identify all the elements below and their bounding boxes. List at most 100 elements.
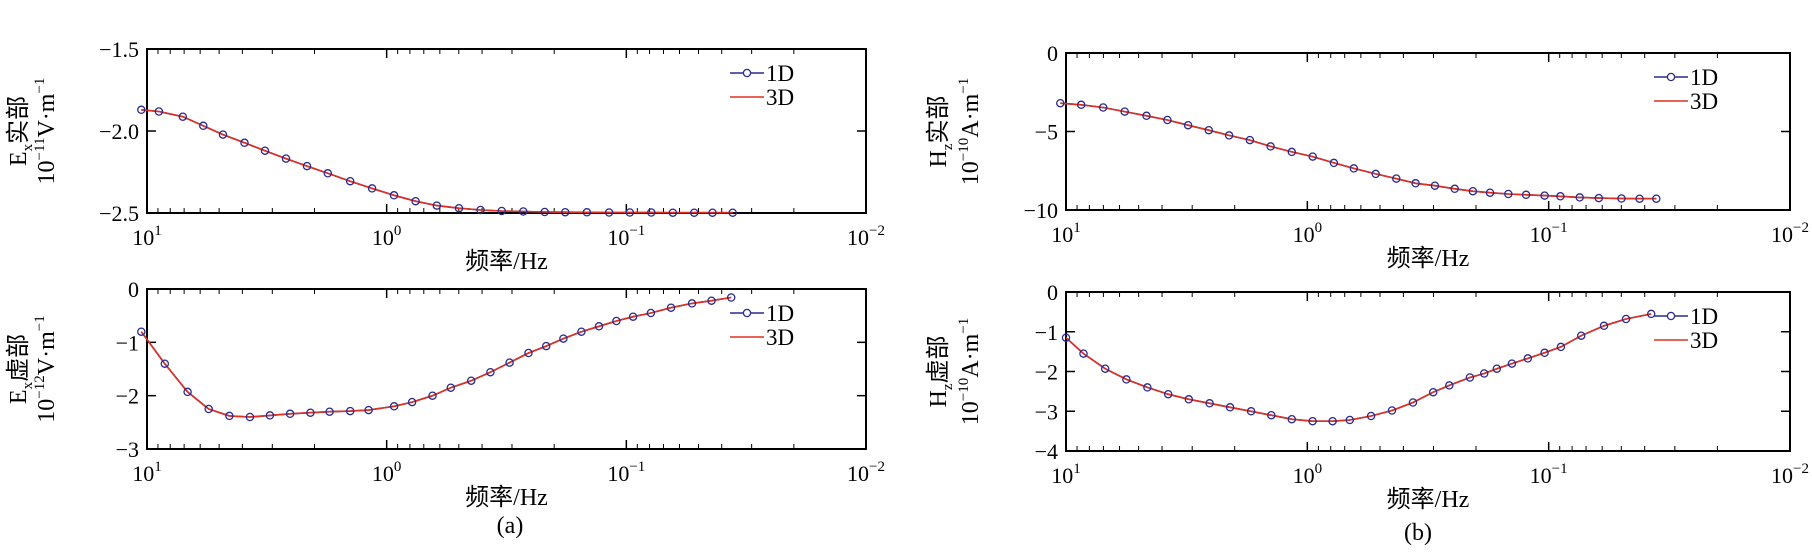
series-1d-point xyxy=(1617,194,1626,203)
series-1d-point xyxy=(1445,381,1454,390)
legend-1d-label: 1D xyxy=(766,301,794,326)
series-1d-point xyxy=(1387,406,1397,415)
series-1d-point xyxy=(519,207,528,216)
series-1d-point xyxy=(1143,383,1152,392)
legend-1d-label: 1D xyxy=(766,61,794,86)
x-tick-exponent: −1 xyxy=(1552,220,1568,236)
x-tick-label: 10−1 xyxy=(1530,220,1568,247)
x-axis-label: 频率/Hz xyxy=(1387,486,1470,513)
series-1d-point xyxy=(1076,100,1086,110)
y-tick-label: −3 xyxy=(1035,399,1058,424)
series-1d-point xyxy=(1308,416,1317,426)
series-1d-point xyxy=(1328,416,1337,426)
series-1d-point xyxy=(137,105,146,115)
series-1d-point xyxy=(225,411,234,421)
series-1d-point xyxy=(281,154,291,163)
series-1d-point xyxy=(728,208,737,217)
series-1d-point xyxy=(1329,158,1339,168)
y-axis-label-line2: 10−11V·m−1 xyxy=(32,78,60,185)
y-tick-label: −2 xyxy=(1035,360,1058,385)
series-1d-point xyxy=(1120,107,1129,116)
y-label-unit: V·m xyxy=(34,331,60,375)
series-1d-point xyxy=(1392,174,1401,183)
y-label-base: 10 xyxy=(958,161,984,185)
series-3d-line xyxy=(140,296,732,418)
legend-3d-label: 3D xyxy=(1690,328,1718,353)
series-1d-point xyxy=(407,397,417,407)
panel-a-caption: (a) xyxy=(497,513,524,539)
series-1d-point xyxy=(1540,191,1549,200)
y-label-exponent: −10 xyxy=(956,138,972,161)
legend-1d-marker xyxy=(742,68,752,78)
series-1d-point xyxy=(245,412,255,422)
series-1d-point xyxy=(1576,331,1586,340)
series-1d-point xyxy=(1411,179,1420,188)
x-tick-base: 10 xyxy=(1051,463,1073,488)
series-1d-point xyxy=(285,409,295,419)
y-axis-label-line1: Ex虚部 xyxy=(5,334,36,404)
series-1d-point xyxy=(1287,147,1297,157)
x-tick-label: 10−2 xyxy=(1771,220,1809,247)
y-label-unit-exponent: −1 xyxy=(956,78,972,94)
x-tick-exponent: 1 xyxy=(1073,220,1081,236)
series-1d-point xyxy=(1122,375,1131,384)
y-label-part: 实部 xyxy=(5,96,32,144)
x-tick-exponent: 1 xyxy=(154,223,162,239)
series-1d-point xyxy=(1450,184,1459,194)
x-tick-exponent: −1 xyxy=(1552,461,1568,477)
legend-1d-marker xyxy=(1666,311,1676,321)
x-tick-label: 10−2 xyxy=(847,223,885,250)
series-1d-point xyxy=(1056,98,1065,108)
series-1d-point xyxy=(1225,403,1235,412)
series-1d-point xyxy=(1266,142,1275,151)
series-1d-point xyxy=(1430,181,1440,190)
y-label-symbol: H xyxy=(926,150,952,167)
x-tick-label: 10−1 xyxy=(607,459,645,486)
x-tick-base: 10 xyxy=(372,225,394,250)
x-tick-label: 100 xyxy=(1293,220,1323,247)
x-tick-label: 100 xyxy=(372,459,402,486)
series-1d-point xyxy=(708,208,717,217)
series-1d-point xyxy=(1245,135,1255,145)
x-tick-exponent: 1 xyxy=(154,459,162,475)
series-1d-point xyxy=(323,169,333,178)
series-1d-point xyxy=(1079,349,1088,358)
series-1d-point xyxy=(476,205,485,215)
x-tick-base: 10 xyxy=(372,461,394,486)
series-1d-point xyxy=(1594,193,1604,203)
series-1d-point xyxy=(1061,333,1071,342)
x-tick-label: 101 xyxy=(132,459,162,486)
series-1d-point xyxy=(1652,194,1661,203)
series-1d-point xyxy=(265,411,275,420)
x-tick-exponent: −1 xyxy=(629,223,645,239)
legend-3d-label: 3D xyxy=(766,85,794,110)
chart-a_imag: 101 100 10−1 10−20−1−2−3频率/HzEx虚部10−12V·m−1… xyxy=(5,277,885,511)
series-1d-point xyxy=(497,206,506,216)
y-label-exponent: −12 xyxy=(32,375,48,398)
y-axis-label-line2: 10−10A·m−1 xyxy=(956,78,984,185)
series-1d-point xyxy=(302,161,312,171)
y-label-symbol: E xyxy=(6,389,32,404)
series-1d-point xyxy=(687,299,697,308)
y-tick-label: −2.0 xyxy=(99,119,139,144)
series-1d-point xyxy=(411,196,420,206)
series-1d-point xyxy=(1492,364,1502,373)
series-1d-point xyxy=(1428,387,1438,397)
y-axis-label-line1: Hz虚部 xyxy=(925,335,956,407)
x-tick-base: 10 xyxy=(607,225,629,250)
x-axis-label: 频率/Hz xyxy=(465,248,548,275)
x-tick-base: 10 xyxy=(607,461,629,486)
series-1d-point xyxy=(325,407,334,416)
x-tick-exponent: −2 xyxy=(1793,220,1809,236)
series-1d-point xyxy=(154,107,164,116)
series-1d-point xyxy=(1163,115,1172,125)
series-1d-point xyxy=(306,408,315,417)
series-1d-point xyxy=(260,146,270,155)
x-tick-base: 10 xyxy=(132,461,154,486)
x-tick-exponent: −2 xyxy=(1793,461,1809,477)
y-label-base: 10 xyxy=(34,160,60,184)
x-tick-exponent: −1 xyxy=(629,459,645,475)
series-1d-point xyxy=(1205,399,1214,408)
series-1d-point xyxy=(582,208,592,217)
